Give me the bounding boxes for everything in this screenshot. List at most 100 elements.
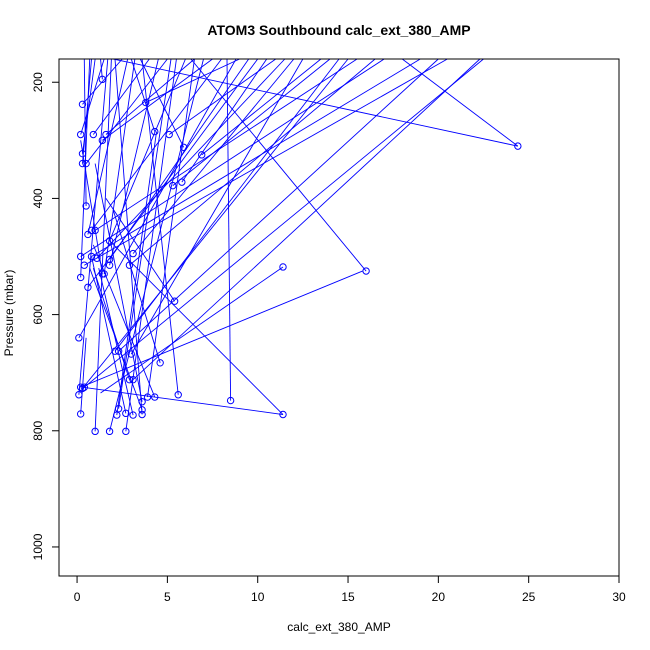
x-tick-label: 5 xyxy=(164,590,171,604)
series-segment xyxy=(141,58,179,395)
series-segment xyxy=(100,266,284,394)
x-tick-label: 20 xyxy=(432,590,446,604)
data-point xyxy=(142,98,150,107)
data-point xyxy=(87,226,96,235)
x-tick-label: 30 xyxy=(612,590,626,604)
data-point xyxy=(143,393,152,401)
data-point xyxy=(91,427,99,436)
series-segment xyxy=(96,58,286,259)
series-segment xyxy=(125,58,177,432)
data-point xyxy=(76,410,85,418)
chart-title: ATOM3 Southbound calc_ext_380_AMP xyxy=(207,22,470,38)
series-segment xyxy=(139,58,185,148)
series-segment xyxy=(109,58,204,432)
data-point xyxy=(156,359,164,367)
series-segment xyxy=(147,58,195,398)
data-point xyxy=(279,263,287,271)
series-segment xyxy=(80,58,105,135)
x-tick-label: 25 xyxy=(522,590,536,604)
series-segment xyxy=(118,58,172,409)
series-segment xyxy=(132,58,481,380)
data-point xyxy=(80,261,88,269)
data-point xyxy=(78,159,87,168)
data-point xyxy=(82,159,90,168)
series-segment xyxy=(80,140,103,275)
data-point xyxy=(279,410,287,419)
data-point xyxy=(91,226,99,235)
data-point xyxy=(165,130,173,139)
data-point xyxy=(80,383,88,391)
series-segment xyxy=(80,58,91,278)
data-point xyxy=(129,375,137,384)
data-point xyxy=(76,383,85,391)
data-point xyxy=(84,230,92,239)
series-segment xyxy=(84,58,484,388)
series-segment xyxy=(190,58,367,272)
data-point xyxy=(179,143,188,151)
y-tick-label: 800 xyxy=(31,420,45,440)
data-point xyxy=(100,270,108,278)
series-segment xyxy=(87,58,259,288)
series-segment xyxy=(80,270,363,388)
data-point xyxy=(111,347,119,355)
data-point xyxy=(75,334,83,342)
series-segment xyxy=(91,256,127,414)
series-segment xyxy=(114,58,340,352)
series-segment xyxy=(83,58,87,206)
series-segment xyxy=(145,58,240,103)
series-points xyxy=(75,75,522,436)
series-segment xyxy=(82,386,284,415)
series-segment xyxy=(130,58,304,355)
series-segment xyxy=(116,131,157,416)
series-segment xyxy=(91,58,222,231)
data-point xyxy=(138,398,146,406)
plot-frame xyxy=(58,58,620,577)
series-segment xyxy=(78,58,109,395)
y-axis-label: Pressure (mbar) xyxy=(2,270,16,357)
series-segment xyxy=(226,58,232,401)
y-tick-label: 600 xyxy=(31,304,45,324)
series-segment xyxy=(80,58,385,257)
data-point xyxy=(138,406,146,414)
data-point xyxy=(93,254,101,262)
series-segment xyxy=(82,58,92,164)
data-point xyxy=(127,350,135,358)
y-tick-label: 200 xyxy=(31,72,45,92)
data-point xyxy=(174,391,182,399)
data-point xyxy=(78,100,87,109)
series-segment xyxy=(89,267,143,411)
data-point xyxy=(84,283,92,291)
data-point xyxy=(129,411,137,419)
data-point xyxy=(78,384,87,393)
y-tick-label: 400 xyxy=(31,188,45,208)
data-point xyxy=(169,181,177,190)
data-point xyxy=(82,202,90,210)
x-axis-label: calc_ext_380_AMP xyxy=(287,620,390,634)
x-tick-label: 0 xyxy=(74,590,81,604)
series-segment xyxy=(94,58,358,231)
data-point xyxy=(122,427,130,436)
data-point xyxy=(105,255,114,264)
series-segment xyxy=(80,337,87,414)
data-point xyxy=(76,252,85,261)
x-tick-label: 10 xyxy=(251,590,265,604)
data-point xyxy=(226,396,235,405)
series-segment xyxy=(98,268,134,416)
data-point xyxy=(102,130,110,139)
data-point xyxy=(151,127,159,136)
series-segment xyxy=(172,58,331,186)
data-point xyxy=(198,151,206,159)
data-point xyxy=(89,130,98,139)
data-point xyxy=(125,375,134,384)
series-segment xyxy=(130,58,156,132)
data-point xyxy=(113,411,121,419)
data-point xyxy=(170,297,179,305)
data-point xyxy=(151,393,159,401)
data-point xyxy=(362,267,370,275)
data-point xyxy=(75,391,83,399)
series-segment xyxy=(94,58,112,432)
data-point xyxy=(98,136,107,145)
data-point xyxy=(98,75,107,84)
